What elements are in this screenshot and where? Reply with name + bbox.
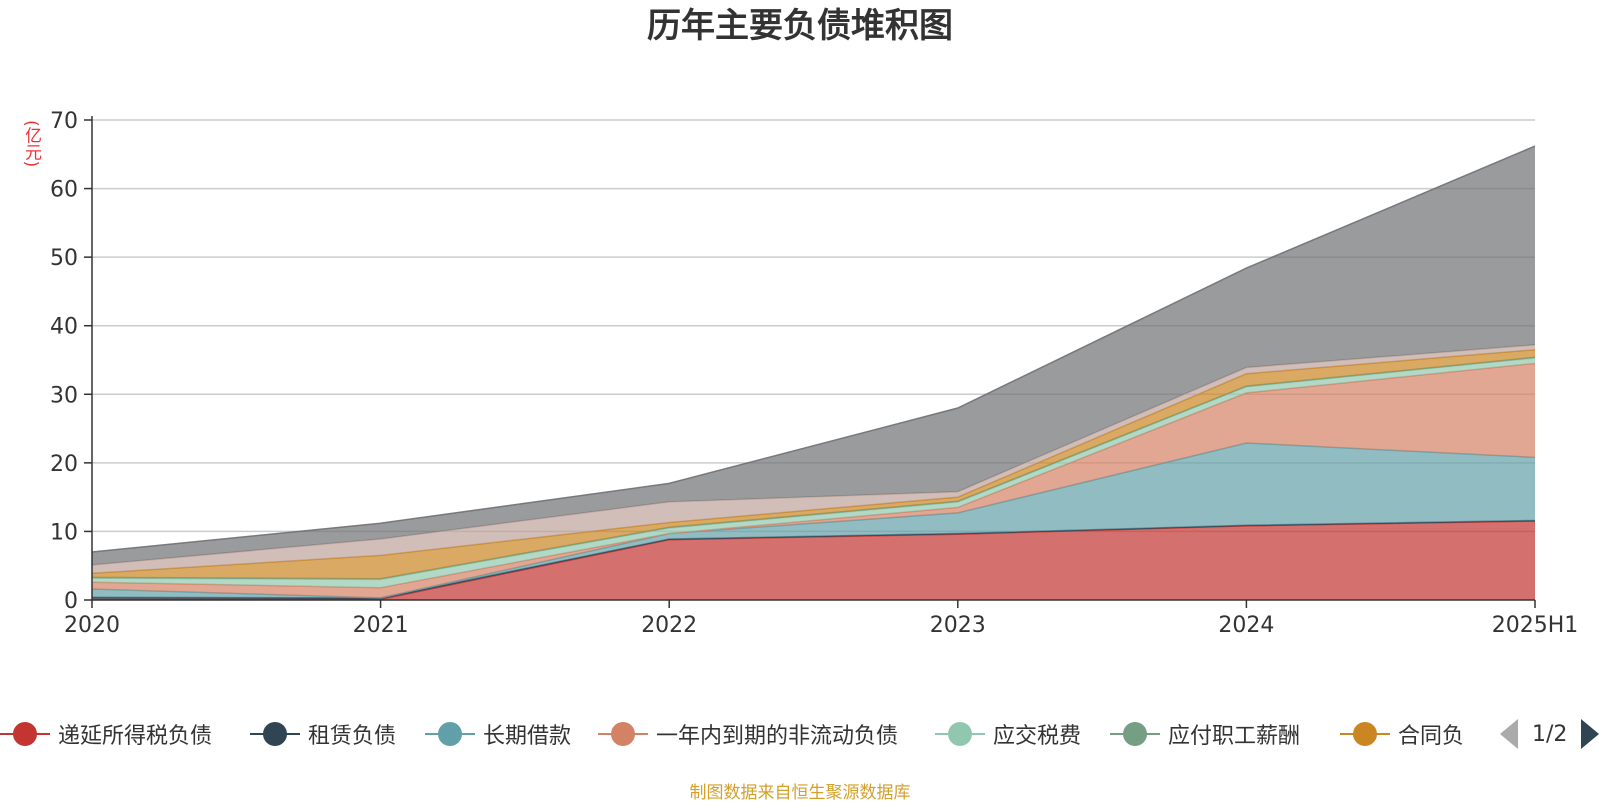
area-series (91, 145, 1536, 601)
area-series-2 (92, 443, 1535, 598)
legend-label: 长期借款 (483, 724, 572, 749)
area-series-7 (92, 344, 1535, 574)
legend-marker-icon (1110, 719, 1160, 749)
area-series-8 (92, 146, 1535, 565)
legend-item-contract[interactable]: 合同负 (1340, 712, 1464, 756)
chart-title: 历年主要负债堆积图 (647, 6, 953, 46)
x-tick-label: 2020 (64, 613, 120, 638)
legend-label: 应付职工薪酬 (1168, 724, 1301, 749)
y-tick-label: 40 (50, 315, 78, 340)
y-tick-label: 10 (50, 520, 78, 545)
area-series-6 (92, 349, 1535, 579)
legend-marker-icon (425, 719, 475, 749)
axes: 0 10 20 30 40 50 60 70 2020 2021 2022 2023 2024 2025H… (50, 109, 1578, 638)
y-tick-label: 20 (50, 452, 78, 477)
x-tick-label: 2021 (353, 613, 409, 638)
x-tick-label: 2023 (930, 613, 986, 638)
legend-marker-icon (1340, 719, 1390, 749)
legend-marker-icon (598, 719, 648, 749)
legend-item-deferred-tax[interactable]: 递延所得税负债 (0, 712, 212, 756)
legend-item-long-term-loan[interactable]: 长期借款 (425, 712, 571, 756)
legend-label: 一年内到期的非流动负债 (656, 724, 899, 749)
legend-label: 合同负 (1398, 724, 1465, 749)
data-source-footer: 制图数据来自恒生聚源数据库 (689, 783, 911, 803)
y-tick-label: 50 (50, 246, 78, 271)
y-tick-label: 70 (50, 109, 78, 134)
legend-pager: 1/2 (1500, 712, 1600, 756)
legend: 递延所得税负债 租赁负债 长期借款 一年内到期的非流动负债 应交税费 应付职工薪… (0, 712, 1600, 756)
area-series-0 (92, 521, 1535, 600)
prev-page-icon[interactable] (1500, 719, 1518, 749)
legend-label: 应交税费 (993, 724, 1082, 749)
stacked-area-chart: 0 10 20 30 40 50 60 70 2020 2021 2022 2023 2024 2025H… (50, 109, 1578, 638)
y-tick-label: 30 (50, 383, 78, 408)
x-tick-label: 2024 (1218, 613, 1274, 638)
series-line-8 (91, 145, 1536, 553)
legend-item-lease[interactable]: 租赁负债 (250, 712, 396, 756)
legend-page-indicator: 1/2 (1532, 721, 1568, 747)
legend-marker-icon (0, 719, 50, 749)
legend-marker-icon (250, 719, 300, 749)
y-tick-label: 60 (50, 178, 78, 203)
x-tick-label: 2022 (641, 613, 697, 638)
legend-item-tax-payable[interactable]: 应交税费 (935, 712, 1081, 756)
x-tick-label: 2025H1 (1492, 613, 1579, 638)
legend-label: 租赁负债 (308, 724, 397, 749)
legend-item-payroll[interactable]: 应付职工薪酬 (1110, 712, 1300, 756)
y-tick-label: 0 (64, 589, 78, 614)
y-axis-label: (亿元) (21, 120, 41, 168)
legend-item-current-noncurrent[interactable]: 一年内到期的非流动负债 (598, 712, 898, 756)
legend-marker-icon (935, 719, 985, 749)
legend-label: 递延所得税负债 (58, 724, 213, 749)
next-page-icon[interactable] (1581, 719, 1600, 749)
